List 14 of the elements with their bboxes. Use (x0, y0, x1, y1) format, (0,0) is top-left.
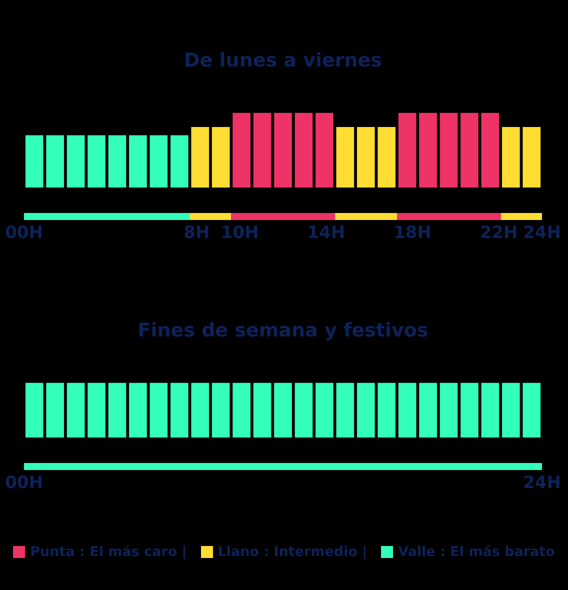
x-tick-label: 18H (394, 223, 432, 244)
x-tick-label: 10H (220, 223, 259, 244)
x-tick-label: 24H (523, 223, 561, 244)
legend-label: Punta : El más caro | (30, 544, 187, 560)
x-tick-label: 00H (5, 223, 43, 244)
x-tick-label: 24H (523, 473, 561, 494)
x-tick-label: 00H (5, 473, 43, 494)
x-tick-label: 8H (184, 223, 210, 244)
x-tick-label: 22H (480, 223, 518, 244)
legend-label: Llano : Intermedio | (218, 544, 368, 560)
chart-title: De lunes a viernes (184, 49, 382, 72)
x-tick-label: 14H (307, 223, 346, 244)
legend-label: Valle : El más barato (398, 544, 555, 560)
chart-title: Fines de semana y festivos (138, 319, 428, 342)
